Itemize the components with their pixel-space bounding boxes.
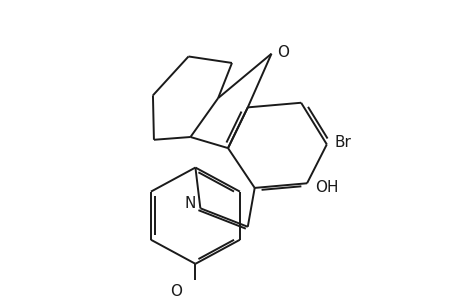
Text: Br: Br bbox=[334, 135, 351, 150]
Text: O: O bbox=[170, 284, 182, 299]
Text: O: O bbox=[276, 45, 288, 60]
Text: OH: OH bbox=[314, 180, 338, 195]
Text: N: N bbox=[184, 196, 196, 211]
